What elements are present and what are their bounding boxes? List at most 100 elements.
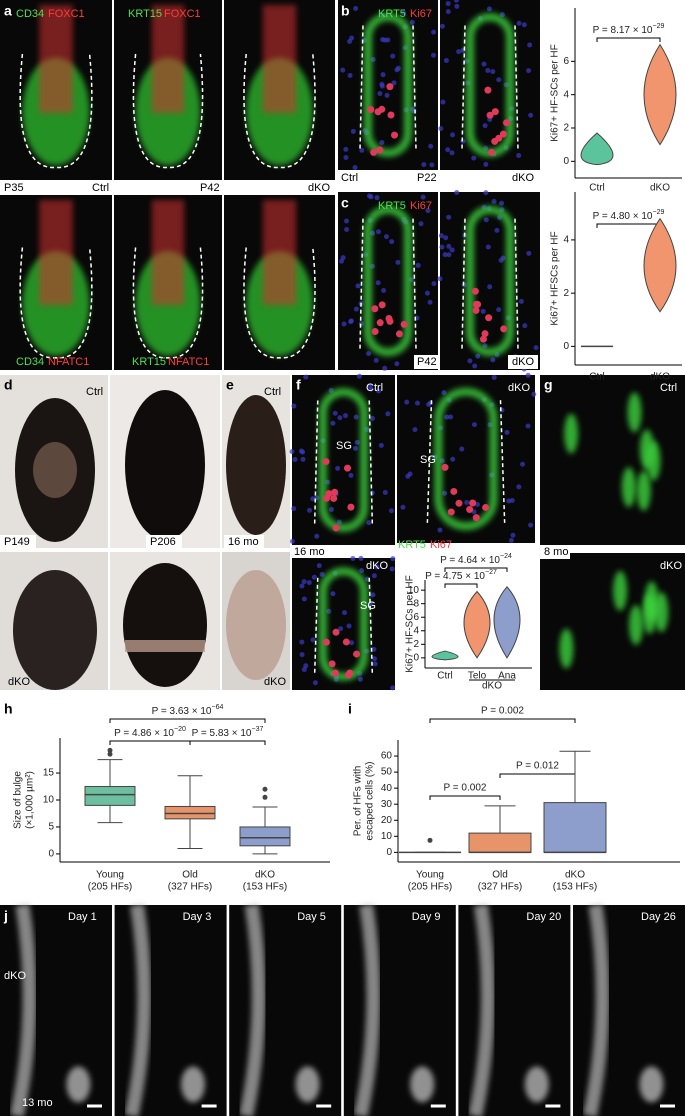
nucleus xyxy=(510,532,516,538)
outline xyxy=(359,218,417,349)
nucleus xyxy=(335,465,341,471)
label-box xyxy=(414,355,440,369)
y-tick-label: 0 xyxy=(563,156,569,167)
nucleus xyxy=(485,67,491,73)
outline xyxy=(461,218,519,349)
nucleus xyxy=(450,456,456,462)
nucleus xyxy=(343,154,349,160)
nucleus xyxy=(292,456,298,462)
signal xyxy=(371,327,379,335)
signal xyxy=(39,200,73,305)
y-axis-label: Ki67+ HF-SCs per HF xyxy=(550,44,561,142)
nucleus xyxy=(301,667,307,673)
sg-label: SG xyxy=(360,600,376,612)
label-box xyxy=(414,171,440,185)
signal xyxy=(239,903,266,1116)
nucleus xyxy=(412,427,418,433)
nucleus xyxy=(368,601,374,607)
signal xyxy=(342,638,350,646)
y-tick-label: 10 xyxy=(408,585,420,596)
signal xyxy=(488,148,496,156)
signal xyxy=(564,413,579,454)
nucleus xyxy=(353,6,359,12)
signal xyxy=(322,458,330,466)
panel-label: h xyxy=(4,701,13,717)
signal xyxy=(376,146,384,154)
nucleus xyxy=(520,461,526,467)
x-tick-label: dKO xyxy=(650,372,670,383)
nucleus xyxy=(448,414,454,420)
nucleus xyxy=(289,449,295,455)
signal xyxy=(524,1066,549,1103)
nucleus xyxy=(358,555,364,561)
day-label: Day 9 xyxy=(412,911,441,923)
y-tick-label: 4 xyxy=(563,89,569,100)
signal xyxy=(472,306,480,314)
label-box xyxy=(338,171,364,185)
nucleus xyxy=(442,252,448,258)
signal xyxy=(491,108,499,116)
nucleus xyxy=(485,244,491,250)
age: P149 xyxy=(4,536,30,548)
panel-label: a xyxy=(4,3,12,19)
bracket xyxy=(109,740,191,745)
nucleus xyxy=(439,23,445,29)
y-tick-label: 0 xyxy=(563,341,569,352)
p-value-exponent: −29 xyxy=(653,23,665,30)
signal xyxy=(344,464,352,472)
p-value: P = 3.63 × 10−64 xyxy=(152,704,224,717)
genotype: dKO xyxy=(512,356,534,368)
nucleus xyxy=(528,112,534,118)
age: 13 mo xyxy=(22,1097,53,1109)
signal xyxy=(374,108,382,116)
signal xyxy=(495,134,503,142)
nucleus xyxy=(372,656,378,662)
nucleus xyxy=(483,217,489,223)
age: 16 mo xyxy=(294,546,325,558)
nucleus xyxy=(359,147,365,153)
y-tick-label: 10 xyxy=(381,831,393,842)
nucleus xyxy=(377,91,383,97)
box xyxy=(468,832,532,853)
nucleus xyxy=(437,527,443,533)
nucleus xyxy=(446,252,452,258)
p-value-base: P = 4.86 × 10 xyxy=(114,728,174,739)
signal xyxy=(471,287,479,295)
nucleus xyxy=(526,250,532,256)
violin xyxy=(580,132,614,166)
nucleus xyxy=(490,357,496,363)
nucleus xyxy=(383,234,389,240)
nucleus xyxy=(440,99,446,105)
signal xyxy=(469,499,477,507)
violin xyxy=(463,590,491,659)
nucleus xyxy=(390,53,396,59)
y-axis-label: escaped cells (%) xyxy=(365,762,376,841)
nucleus xyxy=(379,81,385,87)
nucleus xyxy=(443,57,449,63)
labels: a CD34 FOXC1 KRT15 FOXC1 P35 Ctrl P42 dK… xyxy=(0,3,685,1109)
nucleus xyxy=(390,685,396,691)
y-tick-label: 0 xyxy=(386,847,392,858)
nucleus xyxy=(518,298,524,304)
signal xyxy=(582,903,610,1116)
nucleus xyxy=(371,646,377,652)
signal xyxy=(376,319,384,327)
signal xyxy=(181,1066,205,1103)
genotype: Ctrl xyxy=(92,182,109,194)
nucleus xyxy=(391,80,397,86)
stain: CD34 xyxy=(16,8,44,20)
bracket xyxy=(444,567,508,572)
nucleus xyxy=(374,564,380,570)
nucleus xyxy=(453,0,459,3)
p-value: P = 0.002 xyxy=(481,706,524,717)
nucleus xyxy=(289,538,295,544)
label-strip xyxy=(0,181,335,194)
nucleus xyxy=(307,507,313,513)
stain: KRT15 xyxy=(132,356,166,368)
nucleus xyxy=(491,374,497,380)
nucleus xyxy=(394,361,400,367)
outline xyxy=(19,53,93,169)
violin xyxy=(493,585,521,659)
y-tick-label: 8 xyxy=(413,598,419,609)
nucleus xyxy=(438,126,444,132)
